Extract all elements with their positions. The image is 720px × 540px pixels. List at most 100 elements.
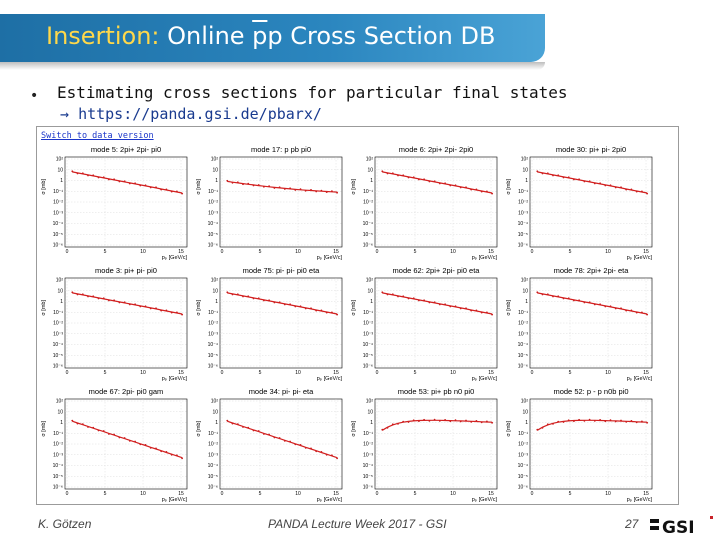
y-tick-label: 10⁻⁴: [208, 342, 218, 348]
y-tick-label: 10⁻²: [518, 200, 528, 206]
x-tick-label: 0: [376, 249, 379, 255]
y-axis-label: σ [mb]: [41, 300, 47, 316]
y-tick-label: 10⁻³: [518, 331, 528, 337]
y-tick-label: 10⁻⁴: [53, 342, 63, 348]
plot-panel: mode 6: 2pi+ 2pi- 2pi0 10² 10 1 10⁻¹ 10⁻² 10⁻³…: [351, 143, 506, 261]
x-tick-label: 0: [66, 249, 69, 255]
y-tick-label: 10: [522, 409, 528, 415]
x-tick-label: 0: [531, 249, 534, 255]
y-tick-label: 10²: [56, 399, 64, 405]
plot-panel: mode 52: p - p n0b pi0 10² 10 1 10⁻¹ 10⁻² 10⁻³…: [506, 385, 661, 503]
x-tick-label: 10: [140, 249, 146, 255]
y-tick-label: 10⁻²: [363, 200, 373, 206]
y-tick-label: 10⁻⁵: [53, 353, 63, 359]
y-tick-label: 10²: [56, 278, 64, 284]
y-tick-label: 10⁻⁶: [208, 485, 218, 491]
y-tick-label: 10⁻⁴: [53, 463, 63, 469]
y-tick-label: 10⁻⁶: [208, 243, 218, 249]
fit-curve: [537, 292, 648, 315]
y-tick-label: 10⁻³: [53, 210, 63, 216]
fit-curve: [381, 419, 493, 431]
y-tick-label: 10²: [211, 157, 219, 163]
y-tick-label: 10⁻⁶: [363, 485, 373, 491]
y-tick-label: 10⁻¹: [208, 431, 218, 437]
y-tick-label: 10⁻²: [363, 321, 373, 327]
y-tick-label: 10⁻¹: [53, 310, 63, 316]
panel-plot: mode 5: 2pi+ 2pi- pi0 10² 10 1 10⁻¹ 10⁻² 10⁻³ 1…: [41, 145, 188, 261]
y-tick-label: 1: [215, 420, 218, 426]
panel-plot: mode 78: 2pi+ 2pi- eta 10² 10 1 10⁻¹ 10⁻² 10⁻³…: [506, 266, 652, 382]
y-tick-label: 10⁻⁴: [208, 463, 218, 469]
x-tick-label: 5: [414, 370, 417, 376]
x-axis-label: pₚ [GeV/c]: [317, 255, 343, 261]
y-tick-label: 10⁻⁵: [518, 232, 528, 238]
x-tick-label: 15: [643, 370, 649, 376]
y-tick-label: 10⁻¹: [363, 310, 373, 316]
y-tick-label: 10: [57, 288, 63, 294]
switch-data-version-link[interactable]: Switch to data version: [41, 131, 154, 141]
fit-curve: [227, 292, 338, 315]
x-tick-label: 5: [104, 249, 107, 255]
y-tick-label: 1: [370, 178, 373, 184]
y-tick-label: 10⁻¹: [363, 431, 373, 437]
x-tick-label: 0: [531, 491, 534, 497]
y-axis-label: σ [mb]: [196, 421, 202, 437]
fit-curve: [227, 420, 338, 459]
y-tick-label: 10⁻⁵: [53, 474, 63, 480]
title-suffix: Cross Section DB: [282, 22, 496, 50]
x-tick-label: 0: [66, 491, 69, 497]
y-tick-label: 10⁻³: [363, 452, 373, 458]
x-tick-label: 10: [295, 249, 301, 255]
y-tick-label: 10: [367, 167, 373, 173]
title-p: p: [267, 22, 283, 50]
x-tick-label: 10: [605, 370, 611, 376]
x-tick-label: 5: [259, 491, 262, 497]
page-number: 27: [625, 517, 639, 531]
y-tick-label: 10⁻⁵: [208, 474, 218, 480]
x-axis-label: pₚ [GeV/c]: [162, 497, 188, 503]
y-tick-label: 10²: [366, 157, 374, 163]
y-tick-label: 10⁻⁶: [363, 364, 373, 370]
plot-panel: mode 5: 2pi+ 2pi- pi0 10² 10 1 10⁻¹ 10⁻² 10⁻³ 1…: [41, 143, 196, 261]
y-tick-label: 1: [370, 299, 373, 305]
panel-title: mode 5: 2pi+ 2pi- pi0: [91, 145, 161, 154]
plot-panel: mode 30: pi+ pi- 2pi0 10² 10 1 10⁻¹ 10⁻² 10⁻³ 1…: [506, 143, 661, 261]
x-tick-label: 5: [414, 491, 417, 497]
x-tick-label: 15: [178, 491, 184, 497]
y-tick-label: 1: [370, 420, 373, 426]
x-axis-label: pₚ [GeV/c]: [162, 255, 188, 261]
y-tick-label: 10⁻¹: [518, 431, 528, 437]
fit-curve: [72, 420, 183, 459]
title-prefix: Insertion:: [46, 22, 160, 50]
plot-panel: mode 62: 2pi+ 2pi- pi0 eta 10² 10 1 10⁻¹ 10⁻²…: [351, 264, 506, 382]
y-tick-label: 10⁻²: [53, 442, 63, 448]
x-axis-label: pₚ [GeV/c]: [162, 376, 188, 382]
panel-title: mode 3: pi+ pi- pi0: [95, 266, 157, 275]
panel-title: mode 52: p - p n0b pi0: [553, 387, 628, 396]
plot-panel: mode 34: pi- pi- eta 10² 10 1 10⁻¹ 10⁻² 10⁻³ 10…: [196, 385, 351, 503]
y-tick-label: 10²: [521, 399, 529, 405]
y-tick-label: 10⁻⁵: [363, 474, 373, 480]
x-tick-label: 10: [450, 370, 456, 376]
y-axis-label: σ [mb]: [351, 300, 357, 316]
panel-title: mode 6: 2pi+ 2pi- 2pi0: [399, 145, 473, 154]
x-tick-label: 15: [178, 249, 184, 255]
x-tick-label: 15: [333, 491, 339, 497]
x-tick-label: 10: [605, 491, 611, 497]
x-tick-label: 10: [295, 491, 301, 497]
x-tick-label: 15: [643, 491, 649, 497]
y-axis-label: σ [mb]: [196, 179, 202, 195]
y-tick-label: 10⁻⁶: [53, 243, 63, 249]
fit-curve: [536, 419, 648, 431]
panel-title: mode 67: 2pi- pi0 gam: [89, 387, 164, 396]
gsi-logo: GSI: [650, 516, 713, 536]
y-tick-label: 10⁻⁶: [208, 364, 218, 370]
x-tick-label: 0: [531, 370, 534, 376]
y-tick-label: 10⁻²: [363, 442, 373, 448]
url-link[interactable]: https://panda.gsi.de/pbarx/: [78, 105, 322, 123]
url-line: → https://panda.gsi.de/pbarx/: [60, 105, 322, 123]
panel-title: mode 53: pi+ pb n0 pi0: [398, 387, 475, 396]
x-tick-label: 10: [140, 491, 146, 497]
y-tick-label: 10⁻²: [208, 442, 218, 448]
y-tick-label: 10⁻³: [208, 331, 218, 337]
